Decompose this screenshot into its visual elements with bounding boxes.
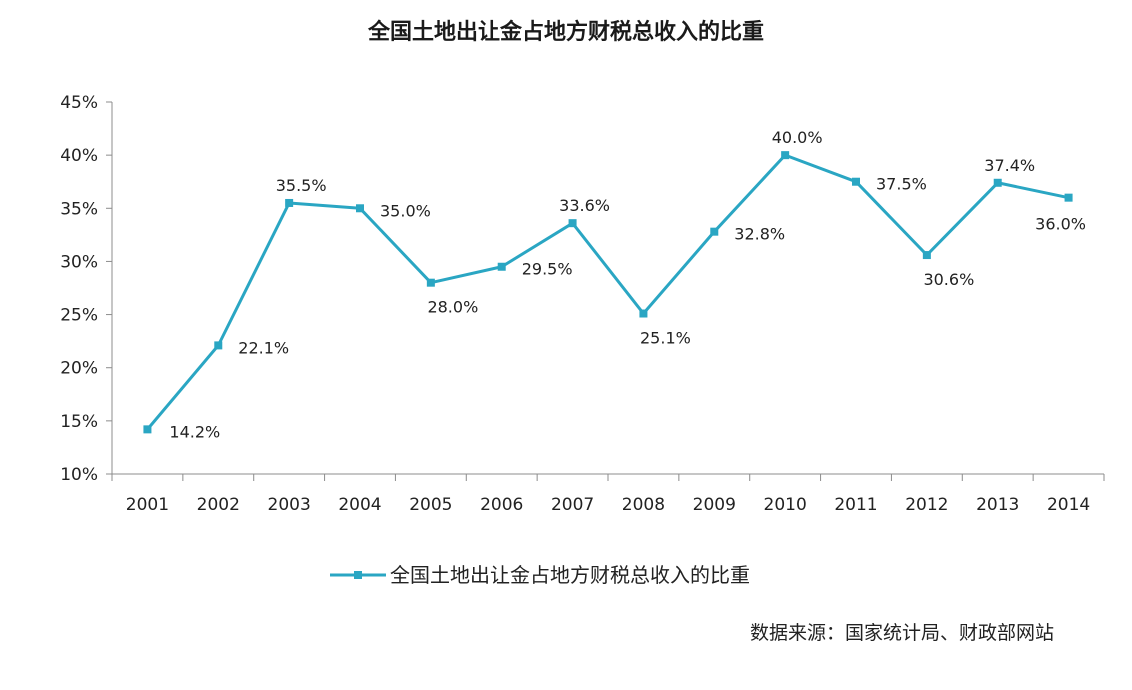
x-tick-label: 2010	[764, 495, 807, 515]
x-tick-label: 2003	[268, 495, 311, 515]
data-label: 37.5%	[876, 175, 927, 194]
x-tick-label: 2014	[1047, 495, 1090, 515]
data-label: 36.0%	[1035, 215, 1086, 234]
data-point	[710, 227, 719, 236]
data-point	[852, 177, 860, 186]
series-layer	[143, 151, 1073, 434]
data-label: 14.2%	[169, 422, 220, 441]
x-tick-label: 2013	[976, 495, 1019, 515]
data-point	[497, 262, 506, 271]
x-tick-label: 2004	[338, 495, 381, 515]
x-tick-label: 2006	[480, 495, 523, 515]
data-point	[781, 151, 790, 160]
y-tick-label: 40%	[60, 146, 98, 166]
data-point	[993, 178, 1002, 187]
data-label: 25.1%	[640, 329, 691, 348]
x-tick-label: 2005	[409, 495, 452, 515]
y-axis-ticks: 10% 15% 20% 25% 30% 35% 40% 45%	[60, 93, 112, 485]
data-labels: 14.2% 22.1% 35.5% 35.0% 28.0% 29.5% 33.6% 25.1%…	[169, 128, 1086, 441]
data-point	[922, 251, 931, 260]
legend-label: 全国土地出让金占地方财税总收入的比重	[390, 563, 750, 587]
data-point	[356, 204, 364, 213]
data-label: 33.6%	[559, 196, 610, 215]
y-tick-label: 20%	[60, 359, 98, 379]
x-tick-label: 2007	[551, 495, 594, 515]
y-tick-label: 35%	[60, 199, 98, 219]
series-line	[146, 153, 1069, 431]
y-tick-label: 15%	[60, 412, 98, 432]
data-point	[214, 341, 223, 350]
x-tick-label: 2009	[693, 495, 736, 515]
data-point	[639, 309, 648, 318]
data-label: 29.5%	[522, 260, 573, 279]
x-tick-label: 2011	[834, 495, 877, 515]
data-label: 28.0%	[427, 298, 478, 317]
data-point	[1064, 193, 1073, 202]
data-point	[285, 198, 294, 207]
x-tick-label: 2008	[622, 495, 665, 515]
x-axis-ticks: 2001 2002 2003 2004 2005 2006 2007 2008 2009 2010…	[111, 474, 1105, 515]
y-tick-label: 10%	[60, 465, 98, 485]
data-label: 40.0%	[772, 128, 823, 147]
source-note: 数据来源：国家统计局、财政部网站	[749, 622, 1054, 644]
data-label: 32.8%	[734, 225, 785, 244]
x-tick-label: 2012	[905, 495, 948, 515]
x-tick-label: 2001	[126, 495, 169, 515]
y-tick-label: 30%	[60, 252, 98, 272]
y-tick-label: 45%	[60, 93, 98, 113]
data-point	[426, 278, 435, 287]
legend: 全国土地出让金占地方财税总收入的比重	[330, 563, 750, 587]
legend-marker	[354, 571, 362, 579]
data-label: 37.4%	[984, 156, 1035, 175]
data-label: 22.1%	[238, 338, 289, 357]
y-tick-label: 25%	[60, 306, 98, 326]
data-point	[568, 219, 577, 228]
x-tick-label: 2002	[197, 495, 240, 515]
data-label: 30.6%	[923, 270, 974, 289]
data-point	[143, 425, 152, 434]
data-label: 35.0%	[380, 201, 431, 220]
chart-title: 全国土地出让金占地方财税总收入的比重	[367, 20, 764, 45]
data-label: 35.5%	[276, 176, 327, 195]
